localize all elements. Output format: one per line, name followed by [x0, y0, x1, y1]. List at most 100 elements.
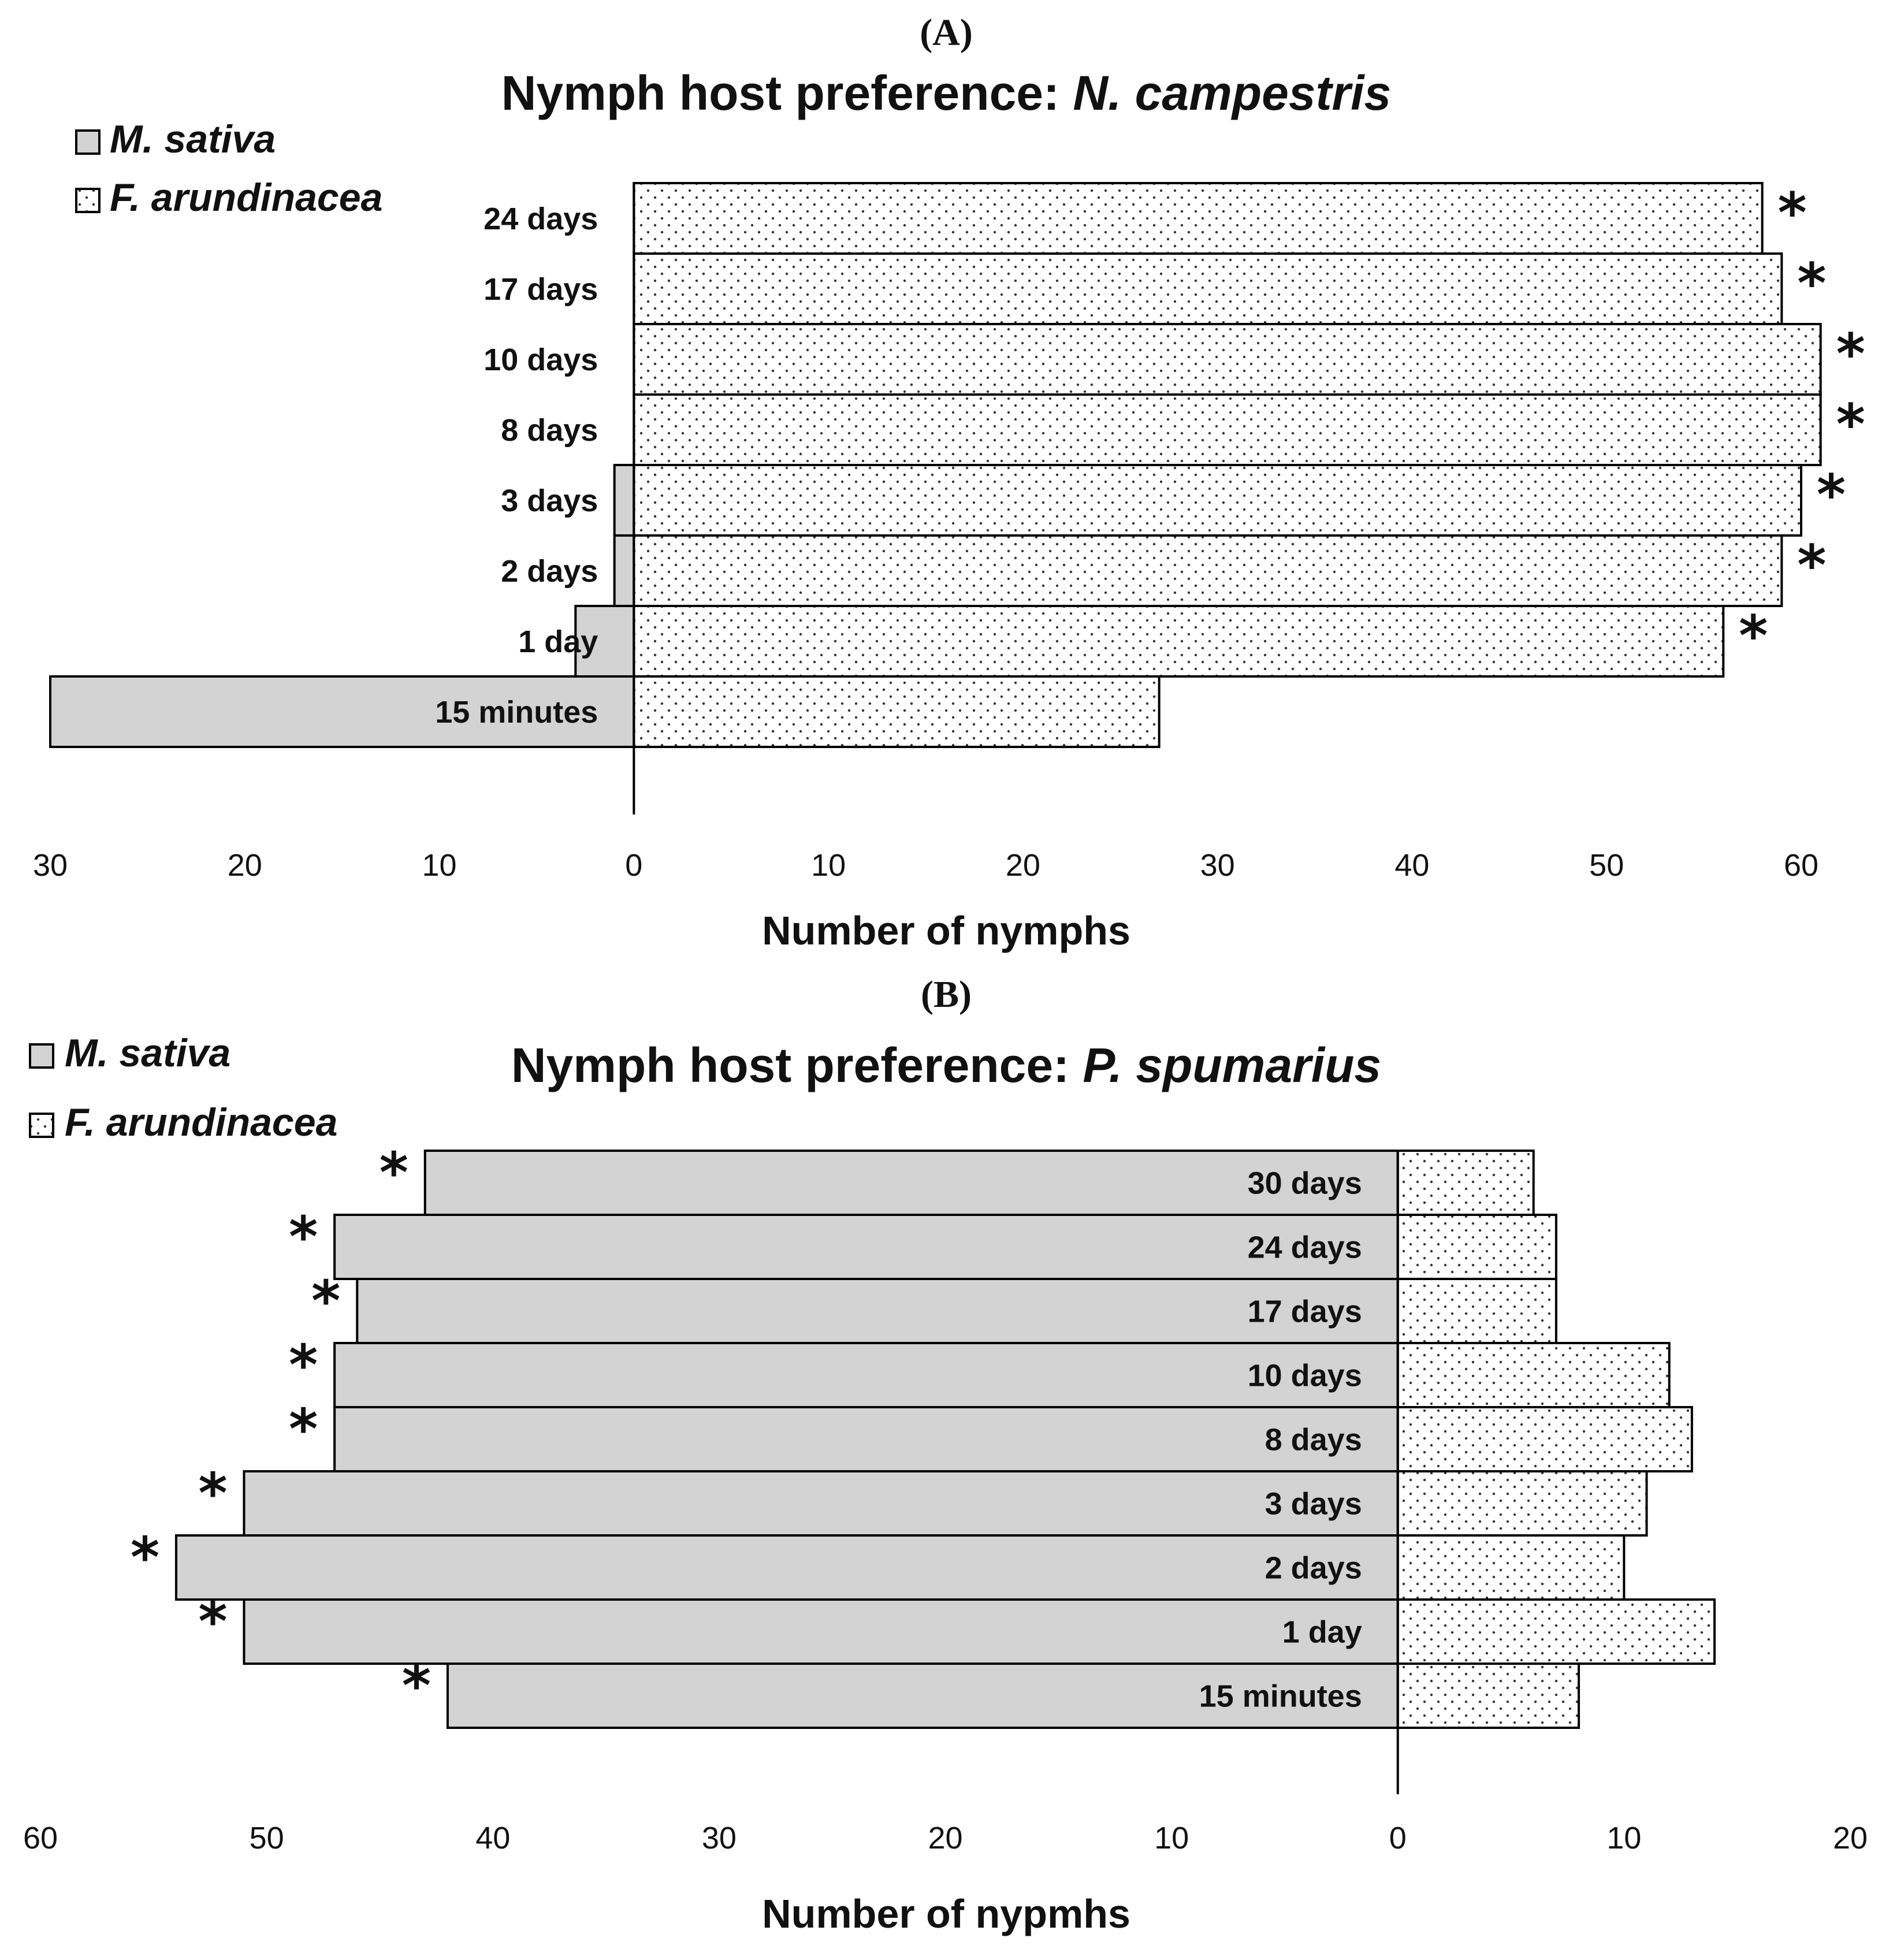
significance-marker-1-day: * — [198, 1590, 227, 1654]
category-label-17-days: 17 days — [484, 272, 598, 307]
bar-m-sativa-2-days — [613, 534, 635, 607]
bar-f-arundinacea-2-days — [1396, 1534, 1626, 1601]
legend-swatch-f-arundinacea — [29, 1113, 54, 1138]
significance-marker-2-days: * — [1797, 533, 1826, 598]
bar-f-arundinacea-1-day — [633, 605, 1725, 678]
category-label-24-days: 24 days — [484, 202, 598, 236]
panel-a-title-prefix: Nymph host preference: — [501, 66, 1073, 120]
x-tick-label: 30 — [33, 848, 68, 883]
category-label-1-day: 1 day — [1282, 1615, 1362, 1650]
x-tick-label: 50 — [250, 1821, 284, 1855]
bar-f-arundinacea-15-minutes — [1396, 1663, 1580, 1729]
x-tick-label: 50 — [1589, 848, 1624, 883]
panel-a-label: (A) — [920, 12, 973, 54]
panel-b-label: (B) — [921, 973, 972, 1016]
category-label-8-days: 8 days — [1265, 1423, 1362, 1457]
category-label-10-days: 10 days — [1248, 1359, 1362, 1393]
bar-f-arundinacea-3-days — [1396, 1470, 1648, 1537]
x-tick-label: 10 — [811, 848, 846, 883]
category-label-3-days: 3 days — [501, 484, 598, 518]
significance-marker-15-minutes: * — [402, 1654, 431, 1719]
bar-m-sativa-10-days — [333, 1342, 1399, 1408]
bar-f-arundinacea-15-minutes — [633, 675, 1161, 748]
bar-f-arundinacea-8-days — [1396, 1406, 1693, 1472]
x-tick-label: 40 — [475, 1821, 510, 1855]
category-label-3-days: 3 days — [1265, 1487, 1362, 1522]
significance-marker-24-days: * — [1778, 181, 1807, 246]
category-label-2-days: 2 days — [1265, 1551, 1362, 1586]
panel-b-plot: 30 days * 24 days * 17 days * 10 days * 8 days * 3… — [23, 1141, 1868, 1856]
panel-b-title-prefix: Nymph host preference: — [511, 1038, 1083, 1092]
x-tick-label: 60 — [23, 1821, 58, 1855]
panel-b-xlabel: Number of nypmhs — [762, 1891, 1130, 1936]
x-tick-label: 60 — [1784, 848, 1818, 883]
significance-marker-1-day: * — [1739, 604, 1768, 668]
bar-f-arundinacea-17-days — [1396, 1278, 1557, 1344]
x-tick-label: 20 — [928, 1821, 962, 1855]
significance-marker-17-days: * — [311, 1269, 340, 1334]
significance-marker-30-days: * — [380, 1141, 408, 1206]
legend-label-f-arundinacea: F. arundinacea — [65, 1100, 337, 1144]
x-tick-label: 30 — [702, 1821, 737, 1855]
x-tick-label: 40 — [1394, 848, 1429, 883]
bar-f-arundinacea-2-days — [633, 534, 1783, 607]
panel-b-title: Nymph host preference: P. spumarius — [511, 1038, 1381, 1092]
x-tick-label: 20 — [1006, 848, 1040, 883]
category-label-17-days: 17 days — [1248, 1295, 1362, 1329]
panel-a-legend: M. sativa F. arundinacea — [75, 117, 382, 220]
panel-a-plot: 24 days * 17 days * 10 days * 8 days * 3 days * 2 … — [33, 181, 1865, 883]
panel-b-title-species: P. spumarius — [1083, 1038, 1381, 1092]
category-label-2-days: 2 days — [501, 554, 598, 589]
category-label-15-minutes: 15 minutes — [435, 695, 598, 730]
bar-f-arundinacea-17-days — [633, 252, 1783, 325]
bar-f-arundinacea-24-days — [1396, 1214, 1557, 1280]
bar-m-sativa-24-days — [333, 1214, 1399, 1280]
bar-f-arundinacea-30-days — [1396, 1150, 1535, 1216]
bar-f-arundinacea-3-days — [633, 464, 1802, 537]
bar-m-sativa-15-minutes — [49, 675, 635, 748]
x-tick-label: 0 — [625, 848, 642, 883]
legend-swatch-m-sativa — [75, 129, 101, 155]
panel-a-title: Nymph host preference: N. campestris — [501, 66, 1391, 120]
panel-b: (B) Nymph host preference: P. spumarius … — [23, 973, 1868, 1936]
x-tick-label: 10 — [1154, 1821, 1189, 1855]
legend-label-m-sativa: M. sativa — [65, 1031, 230, 1075]
panel-a: (A) Nymph host preference: N. campestris… — [33, 12, 1865, 953]
significance-marker-17-days: * — [1797, 251, 1826, 316]
category-label-24-days: 24 days — [1248, 1230, 1362, 1265]
legend-swatch-m-sativa — [29, 1043, 54, 1069]
bar-f-arundinacea-24-days — [633, 182, 1764, 255]
significance-marker-2-days: * — [131, 1526, 159, 1590]
significance-marker-10-days: * — [1836, 322, 1865, 386]
x-tick-label: 0 — [1389, 1821, 1407, 1855]
x-tick-label: 30 — [1200, 848, 1235, 883]
bar-m-sativa-8-days — [333, 1406, 1399, 1472]
panel-a-xlabel: Number of nymphs — [762, 908, 1130, 953]
category-label-15-minutes: 15 minutes — [1199, 1679, 1362, 1714]
legend-label-f-arundinacea: F. arundinacea — [110, 176, 382, 220]
significance-marker-8-days: * — [289, 1397, 318, 1462]
bar-f-arundinacea-10-days — [633, 323, 1822, 396]
significance-marker-10-days: * — [289, 1333, 318, 1398]
x-tick-label: 20 — [1833, 1821, 1868, 1855]
bar-m-sativa-3-days — [243, 1470, 1399, 1537]
bar-f-arundinacea-10-days — [1396, 1342, 1671, 1408]
bar-f-arundinacea-1-day — [1396, 1598, 1716, 1665]
category-label-10-days: 10 days — [484, 343, 598, 377]
bar-f-arundinacea-8-days — [633, 393, 1822, 466]
significance-marker-24-days: * — [289, 1205, 318, 1270]
legend-swatch-f-arundinacea — [75, 188, 101, 213]
bar-m-sativa-2-days — [174, 1534, 1399, 1601]
panel-b-legend: M. sativa F. arundinacea — [29, 1031, 337, 1144]
x-tick-label: 20 — [228, 848, 262, 883]
legend-label-m-sativa: M. sativa — [110, 117, 276, 161]
significance-marker-3-days: * — [198, 1461, 227, 1526]
category-label-1-day: 1 day — [518, 624, 598, 659]
bar-m-sativa-17-days — [356, 1278, 1399, 1344]
bar-m-sativa-1-day — [574, 605, 635, 678]
significance-marker-8-days: * — [1836, 392, 1865, 457]
category-label-30-days: 30 days — [1248, 1166, 1362, 1201]
panel-a-title-species: N. campestris — [1073, 66, 1391, 120]
bar-m-sativa-3-days — [613, 464, 635, 537]
